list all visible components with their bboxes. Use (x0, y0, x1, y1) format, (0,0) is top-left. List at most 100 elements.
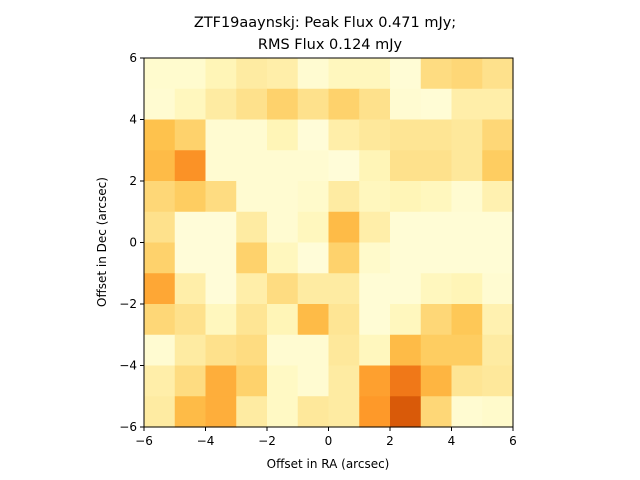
heatmap-cell (236, 365, 268, 397)
heatmap-cell (267, 242, 299, 274)
heatmap-cell (420, 273, 453, 305)
heatmap-cell (205, 211, 237, 244)
heatmap-cell (482, 119, 514, 151)
heatmap-cell (174, 242, 207, 274)
y-tick-label: 4 (129, 113, 137, 127)
heatmap-cell (359, 119, 391, 151)
heatmap-cell (328, 211, 360, 244)
heatmap-cell (328, 334, 360, 367)
heatmap-cell (359, 150, 391, 182)
heatmap-cell (328, 58, 360, 90)
heatmap-cell (174, 273, 207, 305)
heatmap-cell (451, 334, 483, 367)
heatmap-cell (297, 181, 330, 213)
heatmap-cell (144, 211, 176, 244)
y-tick-label: −2 (119, 297, 137, 311)
y-tick-label: 2 (129, 174, 137, 188)
heatmap-cell (205, 181, 237, 213)
heatmap-cell (390, 304, 422, 336)
heatmap-cell (144, 242, 176, 274)
heatmap-cell (144, 396, 176, 428)
heatmap-cell (236, 211, 268, 244)
heatmap-cell (174, 88, 207, 121)
heatmap-cell (144, 304, 176, 336)
heatmap-cell (236, 119, 268, 151)
y-axis-label: Offset in Dec (arcsec) (95, 177, 109, 307)
heatmap-cell (451, 304, 483, 336)
heatmap-cell (390, 88, 422, 121)
heatmap-cell (328, 181, 360, 213)
y-tick-label: 0 (129, 236, 137, 250)
heatmap-cell (451, 150, 483, 182)
heatmap-cell (297, 150, 330, 182)
heatmap-cell (328, 365, 360, 397)
heatmap-cell (144, 119, 176, 151)
heatmap-cell (482, 181, 514, 213)
heatmap-cell (205, 88, 237, 121)
heatmap-cell (420, 304, 453, 336)
heatmap-cell (205, 242, 237, 274)
heatmap-cell (451, 211, 483, 244)
heatmap-cell (174, 211, 207, 244)
heatmap-cell (205, 150, 237, 182)
heatmap-cell (420, 88, 453, 121)
heatmap-cell (144, 88, 176, 121)
heatmap-cell (390, 58, 422, 90)
heatmap-cell (359, 396, 391, 428)
heatmap-cell (359, 304, 391, 336)
heatmap-cell (328, 242, 360, 274)
heatmap-cell (267, 88, 299, 121)
x-tick-label: −2 (258, 434, 276, 448)
chart-title-line-2: RMS Flux 0.124 mJy (258, 37, 403, 53)
heatmap-cell (174, 334, 207, 367)
heatmap-cell (451, 365, 483, 397)
heatmap-cell (420, 181, 453, 213)
heatmap-cell (297, 88, 330, 121)
heatmap-cell (236, 304, 268, 336)
heatmap-cell (420, 58, 453, 90)
heatmap-cell (297, 273, 330, 305)
heatmap-cell (297, 396, 330, 428)
heatmap-cell (359, 88, 391, 121)
heatmap-cell (205, 396, 237, 428)
heatmap-cell (205, 58, 237, 90)
heatmap-cell (297, 58, 330, 90)
heatmap-cell (328, 119, 360, 151)
heatmap-cell (174, 150, 207, 182)
heatmap-cell (390, 181, 422, 213)
heatmap-cell (174, 304, 207, 336)
heatmap-cell (236, 273, 268, 305)
heatmap-cell (267, 334, 299, 367)
heatmap-cell (174, 58, 207, 90)
heatmap-cell (420, 365, 453, 397)
heatmap-cell (359, 242, 391, 274)
heatmap-cell (205, 304, 237, 336)
heatmap-cell (297, 365, 330, 397)
heatmap-cell (482, 396, 514, 428)
heatmap-cell (205, 273, 237, 305)
heatmap-cell (144, 365, 176, 397)
heatmap-cell (297, 211, 330, 244)
heatmap-cell (174, 119, 207, 151)
heatmap-cell (359, 58, 391, 90)
x-tick-label: 6 (509, 434, 517, 448)
heatmap-cell (297, 119, 330, 151)
heatmap-cell (390, 334, 422, 367)
x-tick-label: 0 (325, 434, 333, 448)
heatmap-cell (328, 273, 360, 305)
x-tick-label: −6 (135, 434, 153, 448)
heatmap-cell (390, 365, 422, 397)
heatmap-cell (144, 58, 176, 90)
heatmap-cell (390, 242, 422, 274)
x-tick-label: 2 (386, 434, 394, 448)
heatmap-cell (390, 211, 422, 244)
heatmap-cell (390, 119, 422, 151)
x-axis-ticks: −6 −4 −2 0 2 4 6 (135, 427, 517, 448)
heatmap-cell (482, 58, 514, 90)
y-tick-label: 6 (129, 51, 137, 65)
heatmap-cell (359, 273, 391, 305)
heatmap-cell (482, 88, 514, 121)
heatmap-cell (297, 334, 330, 367)
heatmap-cell (359, 211, 391, 244)
heatmap-cell (482, 365, 514, 397)
